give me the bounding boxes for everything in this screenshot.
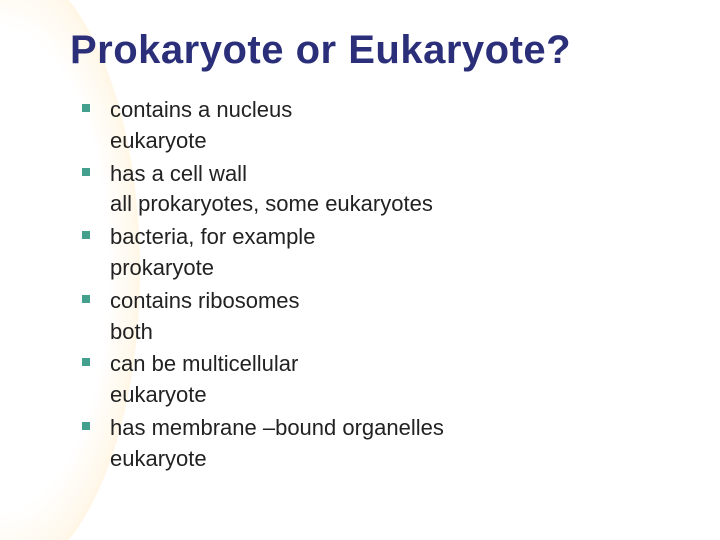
item-answer: eukaryote [110, 444, 680, 475]
item-answer: prokaryote [110, 253, 680, 284]
list-item: bacteria, for example prokaryote [110, 222, 680, 284]
item-prompt: contains ribosomes [110, 286, 680, 317]
item-answer: all prokaryotes, some eukaryotes [110, 189, 680, 220]
square-bullet-icon [82, 295, 90, 303]
list-item: can be multicellular eukaryote [110, 349, 680, 411]
item-prompt: has a cell wall [110, 159, 680, 190]
slide-container: Prokaryote or Eukaryote? contains a nucl… [0, 0, 720, 540]
list-item: has membrane –bound organelles eukaryote [110, 413, 680, 475]
slide-content: contains a nucleus eukaryote has a cell … [70, 95, 680, 475]
square-bullet-icon [82, 168, 90, 176]
item-answer: both [110, 317, 680, 348]
square-bullet-icon [82, 104, 90, 112]
slide-title: Prokaryote or Eukaryote? [70, 28, 680, 73]
item-prompt: can be multicellular [110, 349, 680, 380]
list-item: contains ribosomes both [110, 286, 680, 348]
item-prompt: bacteria, for example [110, 222, 680, 253]
square-bullet-icon [82, 231, 90, 239]
square-bullet-icon [82, 358, 90, 366]
item-answer: eukaryote [110, 380, 680, 411]
item-answer: eukaryote [110, 126, 680, 157]
square-bullet-icon [82, 422, 90, 430]
item-prompt: has membrane –bound organelles [110, 413, 680, 444]
list-item: contains a nucleus eukaryote [110, 95, 680, 157]
item-prompt: contains a nucleus [110, 95, 680, 126]
list-item: has a cell wall all prokaryotes, some eu… [110, 159, 680, 221]
